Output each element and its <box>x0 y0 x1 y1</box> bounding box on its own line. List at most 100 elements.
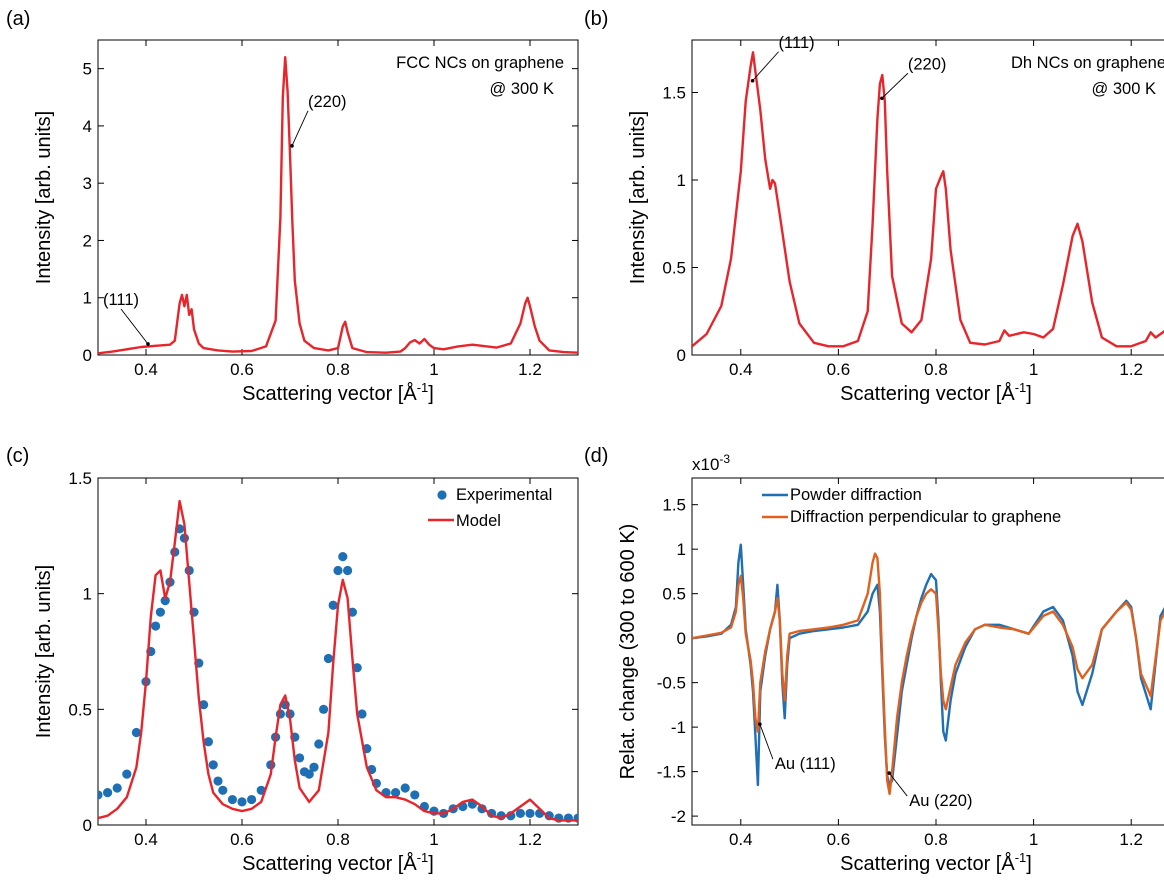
y-axis-label: Intensity [arb. units] <box>33 111 55 284</box>
data-point <box>338 552 348 562</box>
panel-letter: (b) <box>584 8 608 30</box>
data-point <box>515 808 526 819</box>
panel-letter: (c) <box>6 445 29 467</box>
peak-label: (220) <box>308 93 347 111</box>
data-point <box>314 739 324 749</box>
panel-a: (a) 0.4 0.6 0.8 1 1.2 0 1 2 3 4 5 Scattering vector … <box>6 8 579 405</box>
y-axis-label: Intensity [arb. units] <box>627 111 649 284</box>
peak-arrow <box>291 110 309 147</box>
data-point <box>160 596 170 606</box>
y-tick-label: 0.5 <box>662 585 686 604</box>
peak-arrowhead <box>758 722 762 726</box>
y-tick-label: 1.5 <box>662 84 686 103</box>
x-tick-label: 1 <box>429 830 438 849</box>
x-axis-label: Scattering vector [Å-1] <box>840 380 1032 405</box>
plot-area <box>692 543 1164 796</box>
panel-c: (c) 0.4 0.6 0.8 1 1.2 0 0.5 1 1.5 Scattering vecto… <box>6 445 579 875</box>
data-point <box>218 785 228 795</box>
peak-arrowhead <box>290 144 294 148</box>
data-point <box>208 760 218 770</box>
y-axis-label: Relat. change (300 to 600 K) <box>617 524 639 780</box>
x-tick-label: 0.8 <box>326 360 350 379</box>
y-tick-label: 0 <box>83 816 92 835</box>
peak-arrow <box>881 72 909 99</box>
peak-arrow <box>752 51 779 82</box>
x-axis-label: Scattering vector [Å-1] <box>840 850 1032 875</box>
data-point <box>525 808 535 819</box>
data-point <box>391 788 401 798</box>
data-point <box>213 776 223 786</box>
data-point <box>227 794 237 805</box>
panel-letter: (a) <box>6 8 30 30</box>
y-tick-label: -1 <box>671 718 686 737</box>
annotation-title: Dh NCs on graphene <box>1011 54 1164 72</box>
peak-arrow <box>120 308 149 345</box>
x-tick-label: 0.4 <box>729 360 753 379</box>
data-point <box>103 788 113 798</box>
legend-label-perpendicular: Diffraction perpendicular to graphene <box>790 508 1061 526</box>
data-point <box>357 709 367 719</box>
y-tick-label: 0 <box>677 629 686 648</box>
peak-arrowhead <box>146 342 150 346</box>
y-tick-label: 0 <box>677 346 686 365</box>
series-line <box>692 51 1164 348</box>
peak-label: Au (111) <box>775 755 836 773</box>
peak-label: Au (220) <box>909 792 972 810</box>
x-tick-label: 0.6 <box>827 830 851 849</box>
x-tick-label: 0.6 <box>230 830 254 849</box>
panel-b: (b) 0.4 0.6 0.8 1 1.2 0 0.5 1 1.5 Scattering vecto… <box>584 8 1164 405</box>
legend-marker-experimental <box>437 490 447 500</box>
panel-d: (d) 0.4 0.6 0.8 1 1.2 -2 -1.5 -1 -0.5 0 0.5 1 1.5 Scat… <box>584 445 1164 875</box>
x-tick-label: 0.6 <box>230 360 254 379</box>
y-axis-label: Intensity [arb. units] <box>33 565 55 738</box>
peak-label: (111) <box>103 291 139 309</box>
data-point <box>309 762 319 772</box>
data-point <box>477 804 487 814</box>
data-point <box>347 607 357 617</box>
peak-label: (111) <box>779 34 815 52</box>
x-tick-label: 1.2 <box>518 360 542 379</box>
y-tick-label: 0.5 <box>662 259 686 278</box>
data-point <box>237 797 247 807</box>
data-point <box>410 790 420 800</box>
data-point <box>323 653 333 664</box>
x-tick-label: 0.6 <box>827 360 851 379</box>
peak-arrow <box>888 772 908 797</box>
peak-arrowhead <box>750 78 755 83</box>
plot-area <box>692 51 1164 348</box>
data-point <box>352 663 362 673</box>
x-tick-label: 1 <box>1029 360 1038 379</box>
y-tick-label: 1 <box>677 171 686 190</box>
data-point <box>151 621 161 631</box>
y-tick-label: -2 <box>671 807 686 826</box>
annotation-temp: @ 300 K <box>1092 80 1156 98</box>
y-tick-label: 1 <box>83 585 92 604</box>
y-tick-label: 1.5 <box>68 469 92 488</box>
axes-box <box>97 477 579 826</box>
legend-label-model: Model <box>456 512 501 530</box>
x-tick-label: 0.4 <box>729 830 753 849</box>
y-tick-label: -1.5 <box>657 763 686 782</box>
y-multiplier: x10-3 <box>692 452 730 474</box>
peak-arrow <box>759 723 774 760</box>
y-tick-label: 1 <box>677 540 686 559</box>
peak-arrowhead <box>880 96 884 101</box>
data-point <box>319 704 329 714</box>
data-point <box>122 769 132 779</box>
data-point <box>343 565 353 576</box>
peak-arrowhead <box>887 771 891 775</box>
x-tick-label: 1.2 <box>518 830 542 849</box>
x-tick-label: 1.2 <box>1119 360 1143 379</box>
data-point <box>98 790 103 800</box>
x-tick-label: 0.8 <box>924 360 948 379</box>
legend-label-powder: Powder diffraction <box>790 486 922 504</box>
data-point <box>400 783 410 793</box>
x-tick-label: 1 <box>429 360 438 379</box>
y-tick-label: -0.5 <box>657 674 686 693</box>
y-tick-label: 4 <box>83 117 92 136</box>
x-axis-label: Scattering vector [Å-1] <box>242 850 434 875</box>
x-tick-label: 0.4 <box>134 360 158 379</box>
data-point <box>295 753 305 763</box>
y-tick-label: 0.5 <box>68 700 92 719</box>
